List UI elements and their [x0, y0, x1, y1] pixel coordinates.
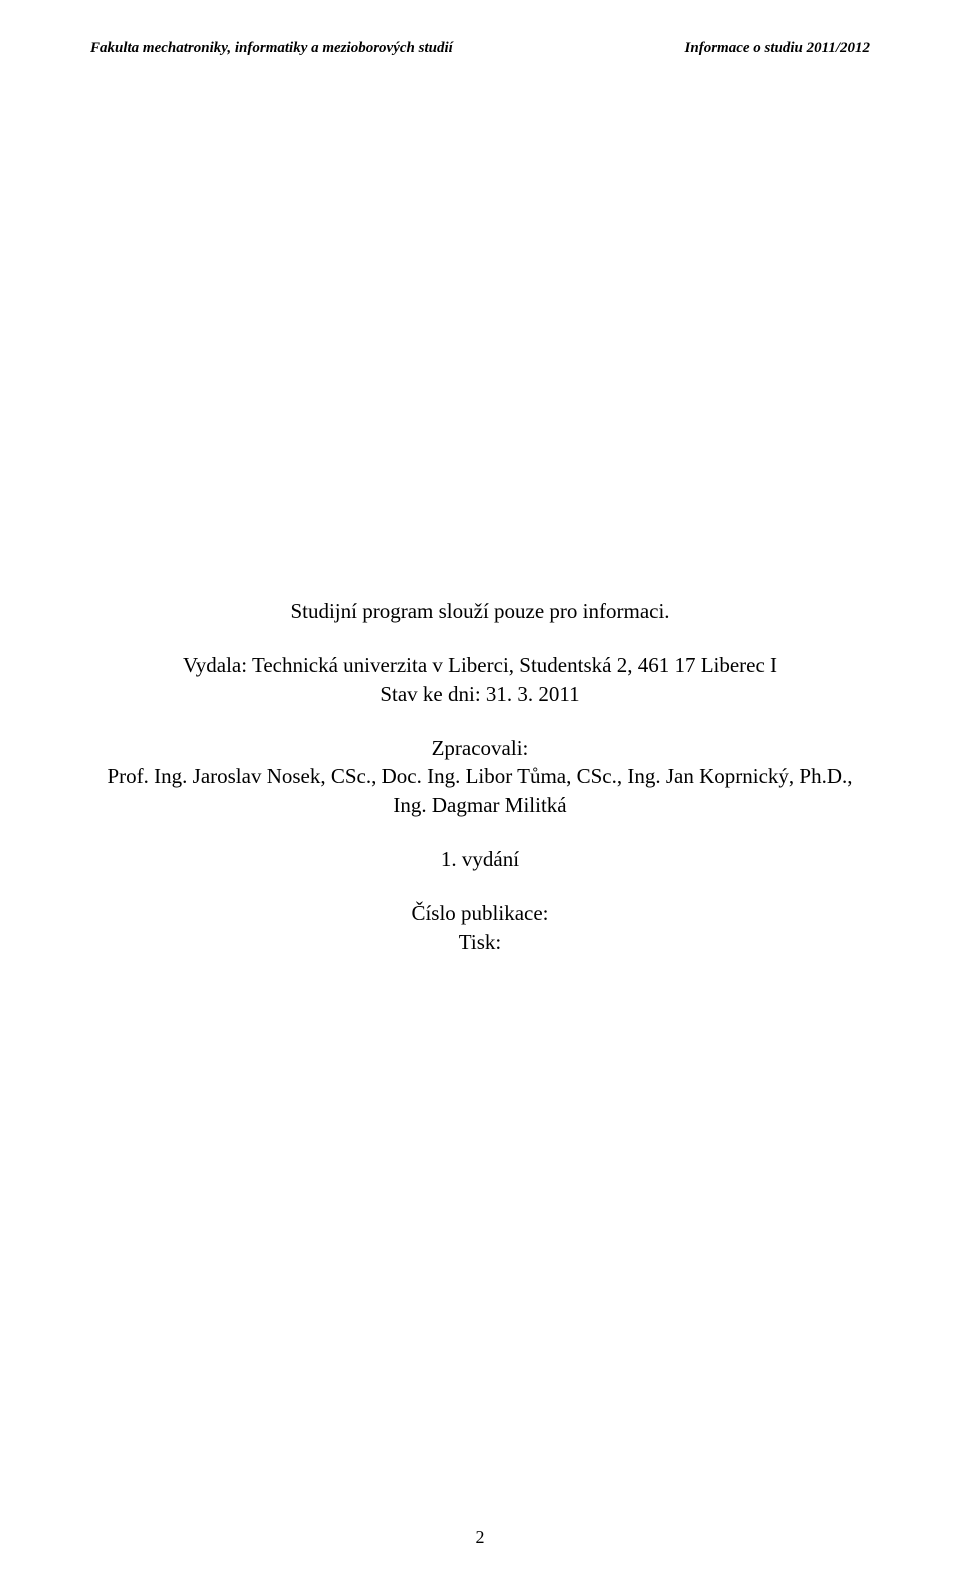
page-number: 2: [0, 1527, 960, 1548]
header-right: Informace o studiu 2011/2012: [685, 40, 870, 57]
authors-label: Zpracovali:: [90, 734, 870, 762]
authors-line-2: Ing. Dagmar Militká: [90, 791, 870, 819]
print-label: Tisk:: [90, 928, 870, 956]
publication-number-label: Číslo publikace:: [90, 899, 870, 927]
edition-text: 1. vydání: [90, 845, 870, 873]
publisher-block: Vydala: Technická univerzita v Liberci, …: [90, 651, 870, 708]
intro-text: Studijní program slouží pouze pro inform…: [90, 597, 870, 625]
header-left: Fakulta mechatroniky, informatiky a mezi…: [90, 40, 453, 57]
status-date-line: Stav ke dni: 31. 3. 2011: [90, 680, 870, 708]
body-content: Studijní program slouží pouze pro inform…: [90, 597, 870, 956]
publisher-line: Vydala: Technická univerzita v Liberci, …: [90, 651, 870, 679]
page-header: Fakulta mechatroniky, informatiky a mezi…: [90, 40, 870, 57]
authors-line-1: Prof. Ing. Jaroslav Nosek, CSc., Doc. In…: [90, 762, 870, 790]
page: Fakulta mechatroniky, informatiky a mezi…: [0, 0, 960, 1584]
